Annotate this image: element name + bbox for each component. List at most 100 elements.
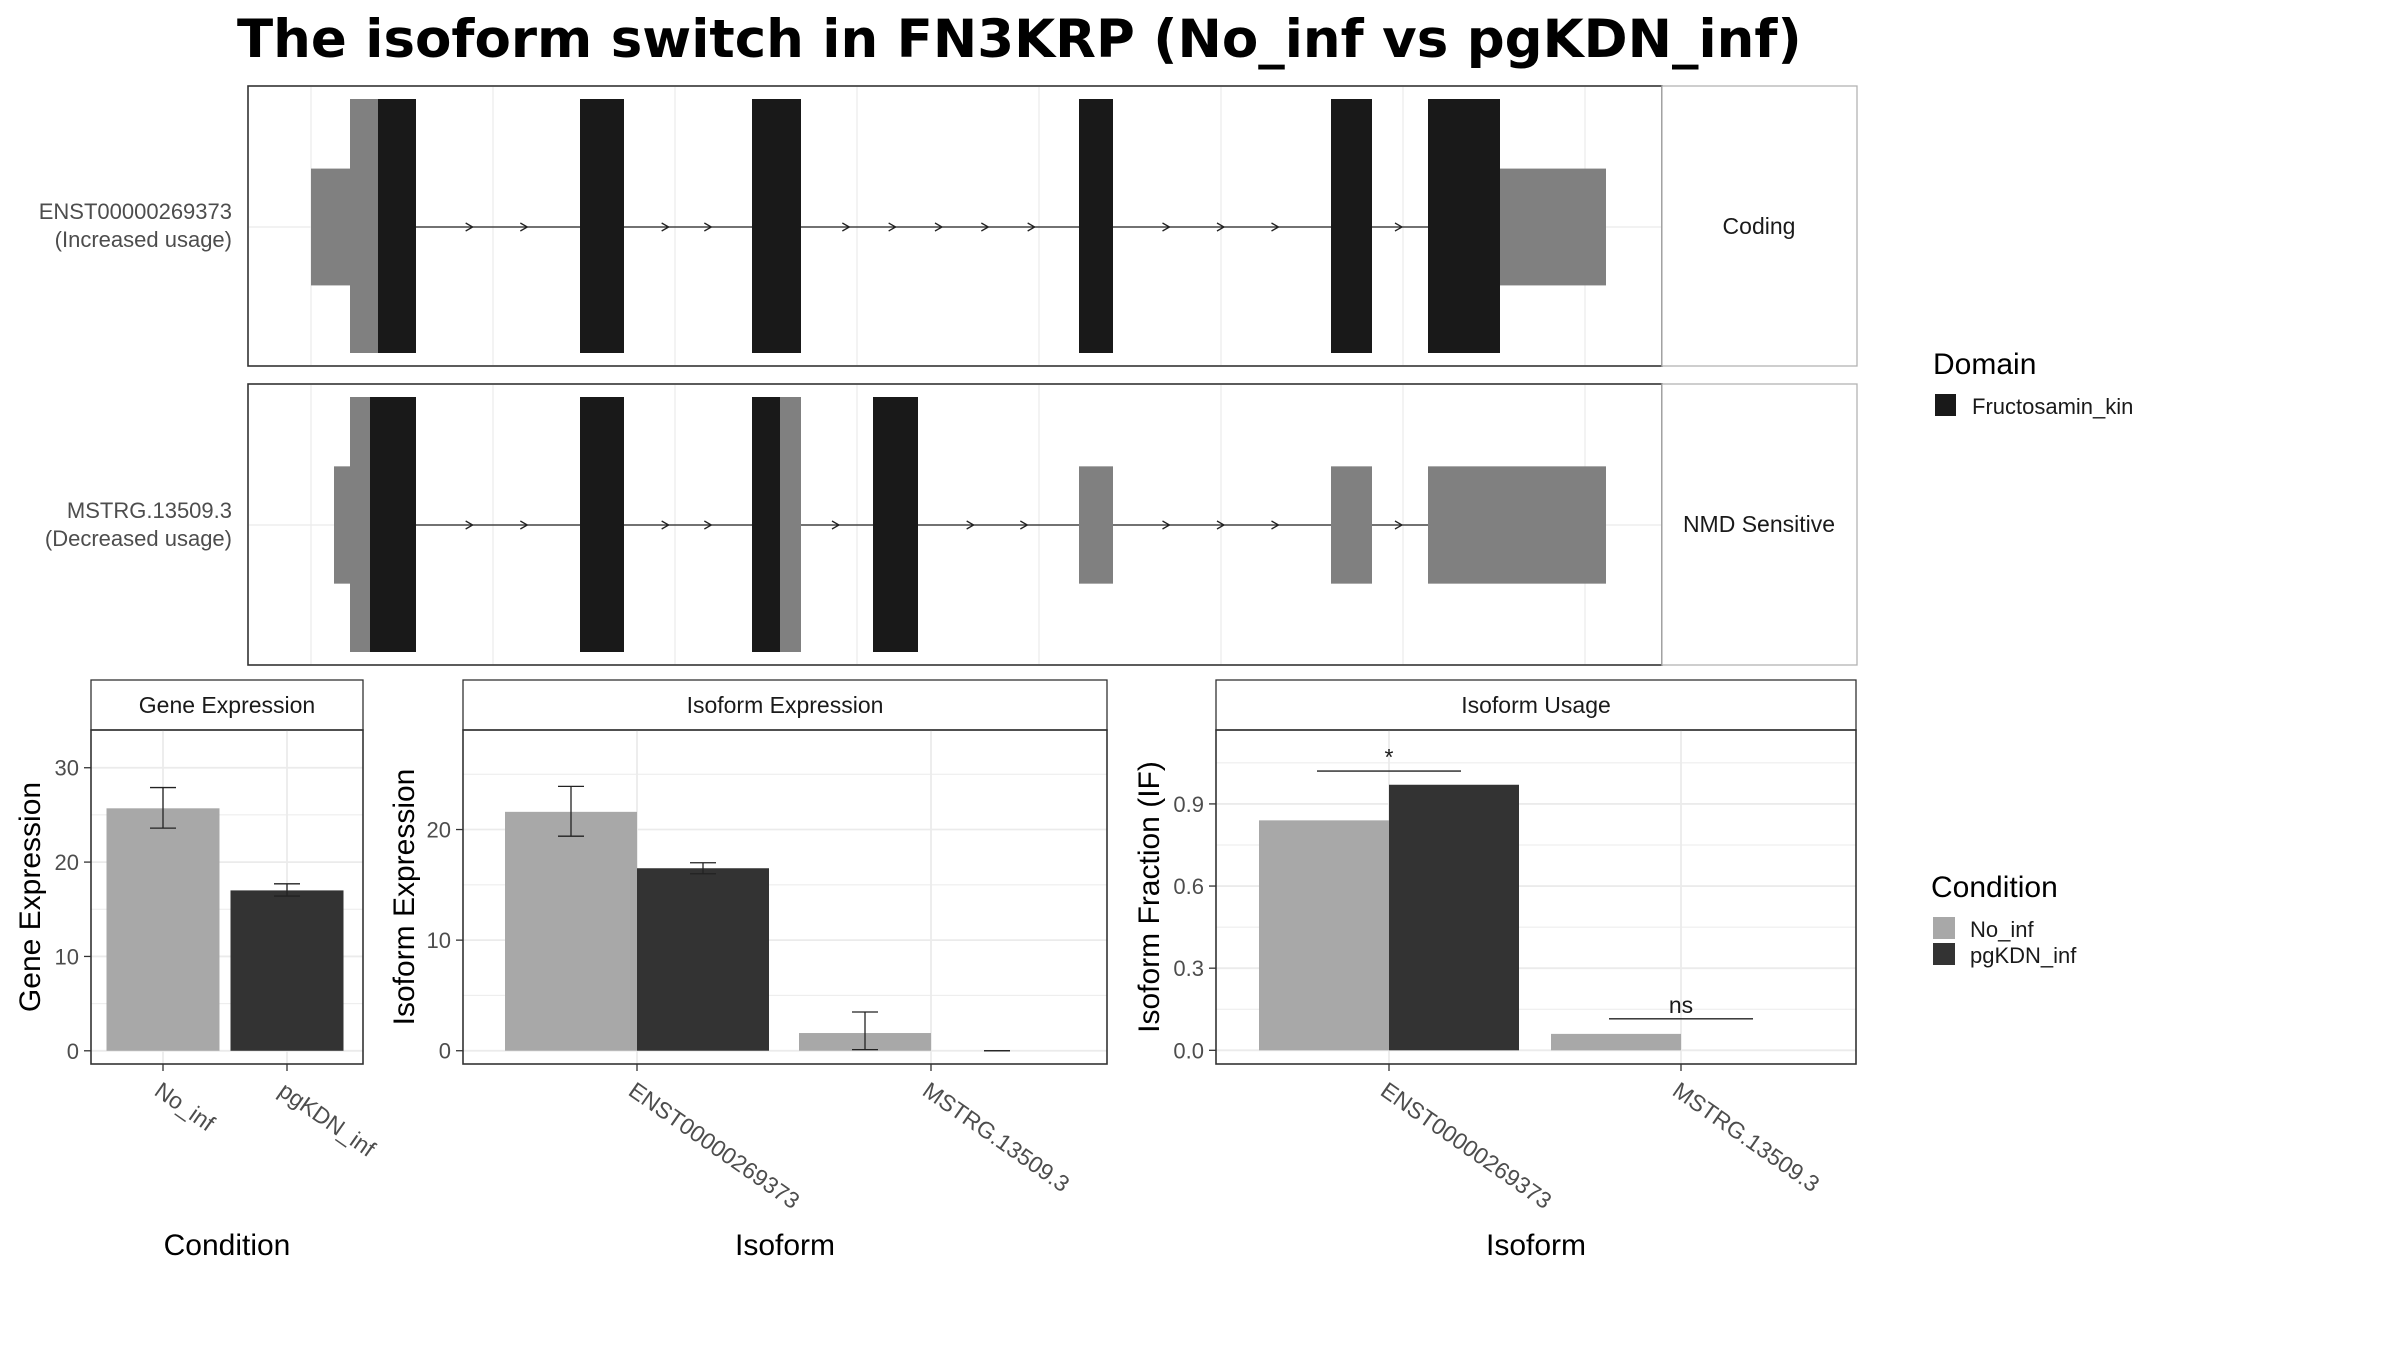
- facet-strip-label: Coding: [1723, 213, 1796, 239]
- y-tick-label: 10: [55, 944, 79, 969]
- intron-direction-arrow: [1027, 222, 1036, 232]
- domain-exon-block: [370, 397, 416, 652]
- error-bar: [558, 785, 584, 837]
- panel-strip-title: Isoform Expression: [687, 692, 884, 718]
- legend-swatch-no-inf: [1933, 917, 1955, 939]
- domain-exon-block: [378, 99, 416, 353]
- isoform-expression-chart: Isoform Expression 0 10 20 ENST00000269373 MS…: [388, 679, 1108, 1262]
- x-tick-label: ENST00000269373: [624, 1077, 804, 1214]
- condition-legend-title: Condition: [1931, 871, 2058, 904]
- domain-exon-block: [752, 397, 780, 652]
- error-bar: [852, 1011, 878, 1051]
- error-bar: [690, 862, 716, 875]
- intron-direction-arrow: [1271, 222, 1280, 232]
- x-tick-label: MSTRG.13509.3: [918, 1077, 1074, 1197]
- noncoding-exon-block: [1079, 466, 1113, 584]
- x-tick-label: MSTRG.13509.3: [1668, 1077, 1824, 1197]
- utr-block: [1494, 168, 1606, 286]
- intron-direction-arrow: [465, 520, 474, 530]
- intron-direction-arrow: [1216, 520, 1226, 530]
- isoform-structure-plot: ENST00000269373 (Increased usage) Coding…: [39, 85, 1858, 666]
- domain-exon-block: [580, 397, 624, 652]
- isoform-row-mstrg-13509-3: MSTRG.13509.3 (Decreased usage) NMD Sens…: [45, 383, 1858, 666]
- significance-label: ns: [1669, 992, 1693, 1018]
- x-tick-label: No_inf: [150, 1077, 220, 1137]
- figure-title: The isoform switch in FN3KRP (No_inf vs …: [237, 9, 1802, 70]
- significance-annotation: ns: [1609, 992, 1753, 1020]
- intron-direction-arrow: [1162, 520, 1171, 530]
- noncoding-exon-block: [1331, 466, 1372, 584]
- panel-border: [90, 729, 364, 1065]
- panel-strip: [90, 679, 364, 731]
- isoform-usage-chart: Isoform Usage * ns 0.0 0.3 0.6 0.9 ENST00000269…: [1133, 679, 1857, 1262]
- panel-strip-title: Isoform Usage: [1461, 692, 1611, 718]
- transcript-track: [247, 85, 1663, 367]
- x-axis-title: Isoform: [735, 1229, 835, 1262]
- intron-direction-arrow: [465, 222, 474, 232]
- y-tick-label: 0: [439, 1039, 451, 1064]
- y-tick-label: 0.3: [1173, 956, 1204, 981]
- bar-pgkdn-inf: [230, 890, 344, 1051]
- facet-strip-label: NMD Sensitive: [1683, 511, 1835, 537]
- bar-no-inf: [505, 811, 637, 1051]
- y-axis-title: Isoform Fraction (IF): [1133, 761, 1166, 1033]
- panel-border: [1215, 729, 1857, 1065]
- noncoding-exon-block: [780, 397, 801, 652]
- y-tick-label: 0.6: [1173, 874, 1204, 899]
- noncoding-exon-block: [350, 397, 370, 652]
- utr-block: [311, 168, 350, 286]
- x-axis-title: Isoform: [1486, 1229, 1586, 1262]
- bar-no-inf: [106, 808, 220, 1051]
- noncoding-exon-block: [1428, 466, 1606, 584]
- x-axis-title: Condition: [164, 1229, 291, 1262]
- facet-strip-coding: [1661, 85, 1858, 367]
- legend-label-pgkdn-inf: pgKDN_inf: [1970, 943, 2077, 968]
- bar-no-inf: [1259, 820, 1389, 1051]
- legend-label-no-inf: No_inf: [1970, 917, 2034, 942]
- gene-expression-chart: Gene Expression 0 10 20 30 No_inf pgKDN_inf Con…: [14, 679, 381, 1262]
- panel-strip-title: Gene Expression: [139, 692, 315, 718]
- intron-direction-arrow: [934, 222, 944, 232]
- domain-legend-swatch: [1935, 394, 1956, 416]
- intron-direction-arrow: [1394, 222, 1404, 232]
- condition-legend: Condition No_inf pgKDN_inf: [1931, 871, 2077, 968]
- domain-legend: Domain Fructosamin_kin: [1933, 348, 2133, 419]
- y-tick-label: 30: [55, 756, 79, 781]
- domain-exon-block: [1079, 99, 1113, 353]
- x-tick-label: pgKDN_inf: [274, 1077, 381, 1162]
- domain-exon-block: [1331, 99, 1372, 353]
- y-tick-label: 0.0: [1173, 1038, 1204, 1063]
- domain-exon-block: [580, 99, 624, 353]
- intron-direction-arrow: [520, 520, 529, 530]
- error-bar: [150, 786, 176, 829]
- y-tick-label: 10: [427, 928, 451, 953]
- panel-strip: [462, 679, 1108, 731]
- domain-exon-block: [873, 397, 918, 652]
- bar-pgkdn-inf: [1389, 784, 1519, 1051]
- legend-swatch-pgkdn-inf: [1933, 943, 1955, 965]
- facet-strip-nmd-sensitive: [1661, 383, 1858, 666]
- domain-exon-block: [1428, 99, 1500, 353]
- significance-label: *: [1385, 744, 1394, 770]
- utr-block: [334, 466, 350, 584]
- intron-direction-arrow: [704, 520, 713, 530]
- intron-direction-arrow: [1271, 520, 1280, 530]
- intron-direction-arrow: [1216, 222, 1226, 232]
- isoform-row-label-usage: (Decreased usage): [45, 526, 232, 551]
- isoform-row-label-id: ENST00000269373: [39, 199, 232, 224]
- intron-direction-arrow: [520, 222, 529, 232]
- significance-annotation: *: [1317, 744, 1461, 772]
- intron-direction-arrow: [831, 520, 841, 530]
- intron-direction-arrow: [888, 222, 897, 232]
- isoform-row-enst00000269373: ENST00000269373 (Increased usage) Coding: [39, 85, 1858, 367]
- domain-legend-label: Fructosamin_kin: [1972, 394, 2133, 419]
- noncoding-exon-block: [350, 99, 378, 353]
- y-tick-label: 0: [67, 1039, 79, 1064]
- y-axis-title: Gene Expression: [14, 782, 47, 1012]
- y-tick-label: 0.9: [1173, 792, 1204, 817]
- isoform-row-label-id: MSTRG.13509.3: [67, 498, 232, 523]
- intron-direction-arrow: [661, 222, 670, 232]
- intron-direction-arrow: [981, 222, 990, 232]
- y-tick-label: 20: [427, 818, 451, 843]
